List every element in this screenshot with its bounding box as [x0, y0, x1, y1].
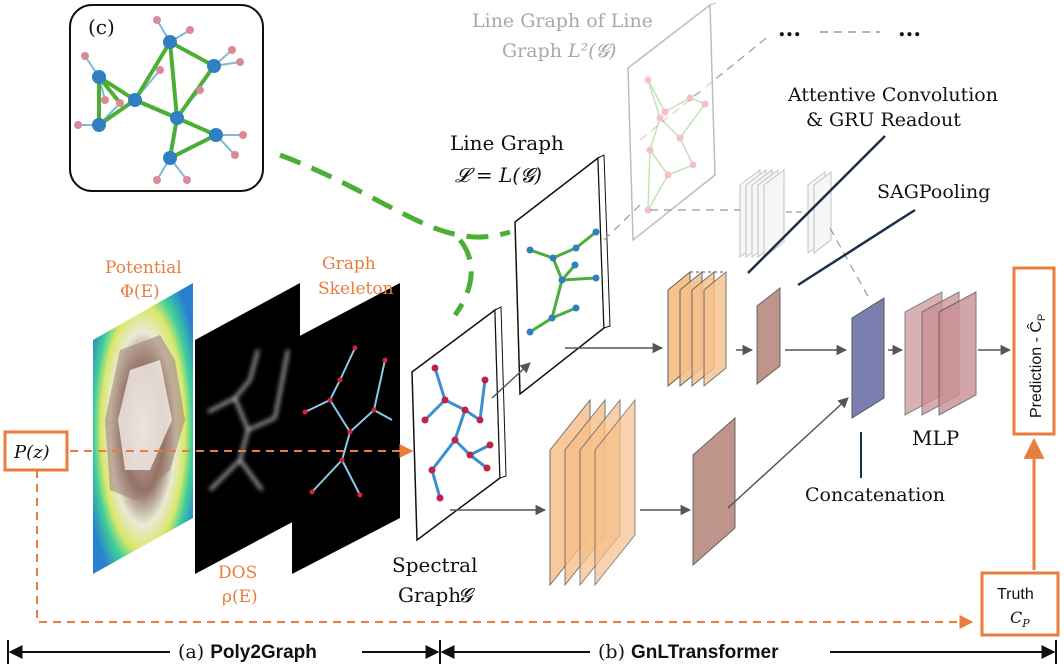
dos-label-1: DOS [218, 563, 257, 583]
section-b-label: (b) GnLTransformer [598, 641, 779, 663]
panel-c-graph [74, 16, 247, 184]
line-graph-pool-layer [756, 286, 781, 386]
truth-label: Truth [997, 586, 1034, 603]
spectral-label-2: Graph [398, 583, 461, 607]
panel-c-inset: (c) [69, 4, 264, 192]
concatenation-block [851, 297, 885, 419]
line-graph-title: Line Graph [450, 131, 564, 155]
spectral-graph-plane [411, 306, 507, 542]
ellipsis-right: ... [898, 16, 921, 42]
attentive-label-1: Attentive Convolution [787, 84, 998, 106]
line-graph-symbol: 𝓛 = L(𝓖) [455, 163, 542, 187]
potential-map [93, 283, 193, 574]
svg-text:L²(𝓖): L²(𝓖) [567, 40, 616, 62]
spectral-label-1: Spectral [392, 553, 477, 577]
faded-layer-stack [739, 169, 832, 258]
spectral-pool-layer [692, 416, 736, 567]
ellipsis-left: ... [778, 16, 801, 42]
line-graph-plane [514, 154, 611, 396]
prediction-box: Prediction - ĈP [1012, 266, 1056, 436]
potential-label-1: Potential [105, 258, 182, 278]
section-bar: (a) Poly2Graph (b) GnLTransformer [7, 640, 1057, 664]
attentive-label-2: & GRU Readout [806, 109, 961, 131]
l2-graph-plane [627, 2, 717, 242]
sagpooling-label: SAGPooling [877, 181, 990, 203]
truth-box: Truth CP [980, 571, 1060, 637]
pz-label: P(z) [13, 442, 50, 463]
line-graph-conv-stack [667, 270, 727, 388]
truth-symbol: CP [1010, 608, 1030, 630]
skeleton-label-1: Graph [322, 254, 376, 274]
pz-box: P(z) [3, 430, 69, 472]
panel-c-label: (c) [88, 15, 115, 39]
graph-skeleton-map [292, 283, 400, 574]
section-a-label: (a) Poly2Graph [178, 641, 317, 663]
spectral-conv-stack [549, 398, 636, 587]
svg-text:Graph: Graph [502, 40, 562, 62]
concatenation-label: Concatenation [805, 484, 945, 506]
mlp-label: MLP [912, 426, 959, 450]
prediction-label: Prediction - ĈP [1026, 314, 1048, 418]
spectral-symbol: 𝓖 [458, 583, 476, 607]
green-dashed-connector [279, 152, 511, 317]
dos-label-2: ρ(E) [222, 587, 258, 607]
l2-title: Line Graph of Line Graph L²(𝓖) [472, 10, 653, 62]
mlp-stack [904, 291, 977, 416]
dos-map [195, 283, 300, 574]
skeleton-label-2: Skeleton [318, 279, 394, 299]
svg-text:Line Graph of Line: Line Graph of Line [472, 10, 653, 32]
potential-label-2: Φ(E) [120, 282, 160, 302]
